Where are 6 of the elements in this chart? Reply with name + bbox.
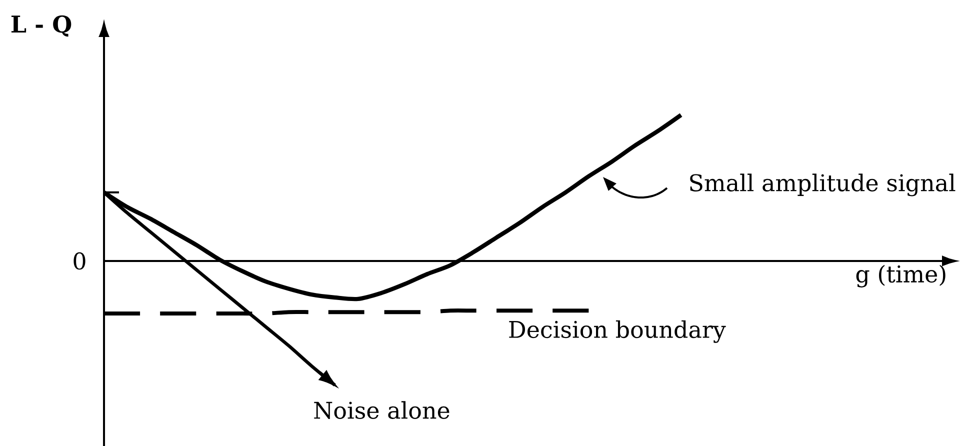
text: 0 <box>74 252 86 270</box>
series-label: Noise alone <box>314 401 450 419</box>
y-axis-title: L - Q <box>11 15 72 37</box>
legend-label: Small amplitude signal <box>690 174 956 196</box>
text: g (time) <box>856 264 946 288</box>
series-label: Decision boundary <box>509 320 726 343</box>
